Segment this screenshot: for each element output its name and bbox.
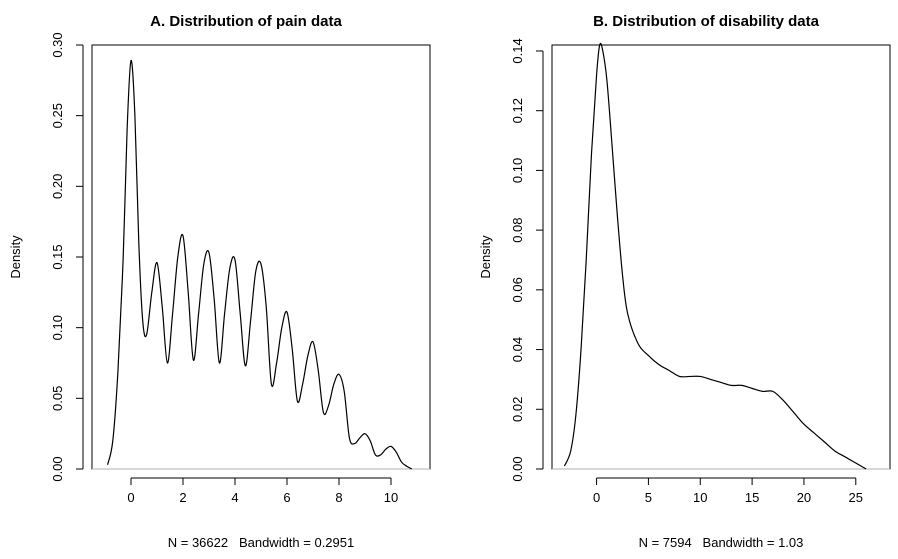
y-axis-label: Density [478, 235, 493, 279]
x-tick-label: 20 [797, 490, 811, 505]
y-tick-label: 0.10 [50, 315, 65, 340]
x-tick-label: 5 [645, 490, 652, 505]
x-tick-label: 2 [179, 490, 186, 505]
y-tick-label: 0.08 [510, 217, 525, 242]
y-tick-label: 0.04 [510, 337, 525, 362]
chart-title: A. Distribution of pain data [150, 13, 342, 30]
panel-disability: B. Distribution of disability data 0 5 10 1… [478, 13, 891, 550]
y-tick-label: 0.06 [510, 277, 525, 302]
y-tick-label: 0.15 [50, 244, 65, 269]
x-axis: 0 5 10 15 20 25 [593, 477, 863, 505]
x-axis-label: N = 36622 Bandwidth = 0.2951 [168, 535, 354, 550]
y-tick-label: 0.00 [50, 456, 65, 481]
y-axis: 0.00 0.02 0.04 0.06 0.08 0.10 0.12 0.14 [510, 38, 544, 482]
plot-frame [91, 44, 431, 470]
y-tick-label: 0.05 [50, 386, 65, 411]
y-tick-label: 0.10 [510, 158, 525, 183]
y-axis-label: Density [8, 235, 23, 279]
y-tick-label: 0.14 [510, 38, 525, 63]
panel-pain: A. Distribution of pain data 0 2 4 6 8 10 0.0… [8, 13, 431, 550]
y-tick-label: 0.20 [50, 174, 65, 199]
y-axis: 0.00 0.05 0.10 0.15 0.20 0.25 0.30 [50, 32, 84, 482]
chart-title: B. Distribution of disability data [593, 13, 820, 30]
x-tick-label: 15 [745, 490, 759, 505]
x-axis-label: N = 7594 Bandwidth = 1.03 [639, 535, 804, 550]
x-tick-label: 6 [283, 490, 290, 505]
x-axis: 0 2 4 6 8 10 [127, 477, 398, 505]
x-tick-label: 10 [693, 490, 707, 505]
x-tick-label: 0 [593, 490, 600, 505]
x-tick-label: 8 [335, 490, 342, 505]
x-tick-label: 4 [231, 490, 238, 505]
density-curve [563, 42, 867, 470]
y-tick-label: 0.12 [510, 98, 525, 123]
plot-frame [551, 44, 891, 470]
y-tick-label: 0.00 [510, 456, 525, 481]
x-tick-label: 0 [127, 490, 134, 505]
x-tick-label: 10 [384, 490, 398, 505]
y-tick-label: 0.02 [510, 397, 525, 422]
density-curve [107, 59, 413, 470]
y-tick-label: 0.30 [50, 32, 65, 57]
x-tick-label: 25 [849, 490, 863, 505]
y-tick-label: 0.25 [50, 103, 65, 128]
